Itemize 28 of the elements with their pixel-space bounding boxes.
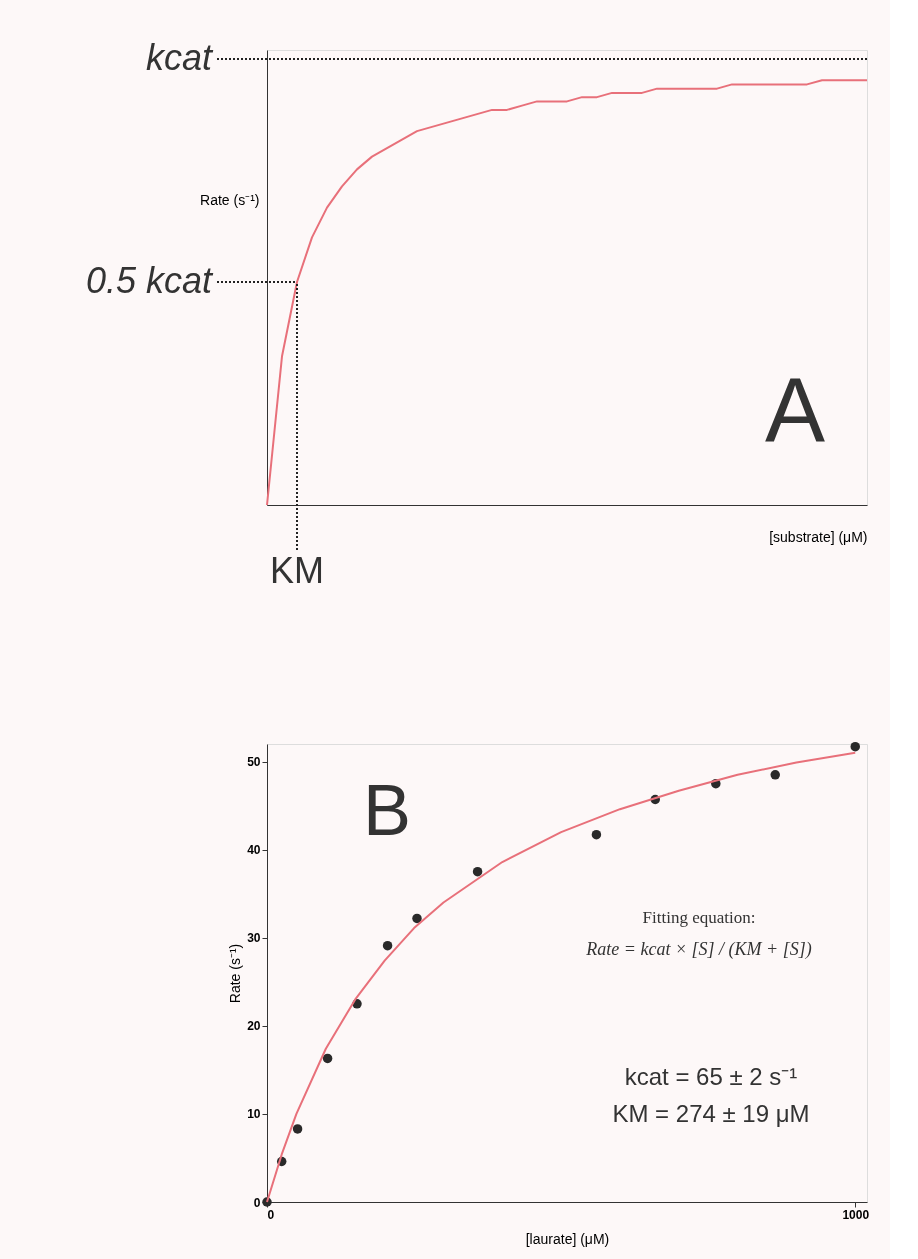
y-tick-label: 40 (247, 843, 261, 858)
point (591, 829, 602, 840)
x-axis-title: [substrate] (μM) (769, 528, 868, 545)
annotation: A (764, 360, 826, 460)
y-axis-title: Rate (s⁻¹) (200, 191, 260, 208)
annotation: Fitting equation: (642, 908, 756, 928)
x-axis-title: [laurate] (μM) (525, 1230, 610, 1247)
y-tick-label: 10 (247, 1107, 261, 1122)
point (322, 1053, 333, 1064)
y-axis-title: Rate (s⁻¹) (227, 943, 244, 1004)
x-tick-label: 1000 (842, 1207, 870, 1222)
annotation: kcat = 65 ± 2 s⁻¹ (624, 1063, 798, 1091)
point (292, 1124, 303, 1134)
point (770, 770, 780, 780)
point (382, 940, 393, 951)
point (850, 741, 860, 752)
y-tick-label: 50 (247, 755, 261, 770)
text: KM (270, 550, 324, 591)
y-tick-label: 0 (253, 1195, 261, 1210)
y-tick-label: 30 (247, 931, 261, 946)
y-tick-label: 20 (247, 1019, 261, 1034)
annotation: Rate = kcat × [S] / (KM + [S]) (585, 939, 812, 961)
annotation: B (362, 769, 412, 850)
ref-line-label: kcat (145, 36, 214, 78)
point (472, 866, 483, 877)
point (412, 913, 422, 924)
annotation: KM = 274 ± 19 μM (612, 1099, 810, 1127)
ref-line-label: 0.5 kcat (85, 259, 214, 301)
